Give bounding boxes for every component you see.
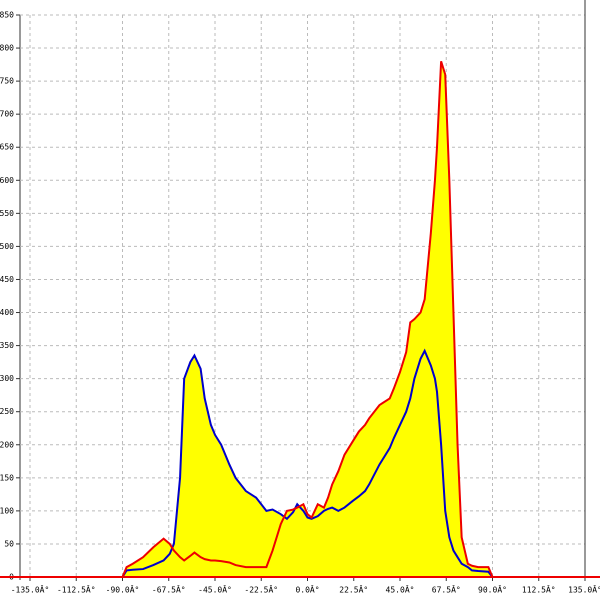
y-tick-label: 150 xyxy=(0,473,14,482)
y-tick-label: 650 xyxy=(0,143,14,152)
y-tick-label: 450 xyxy=(0,275,14,284)
x-tick-label: 67.5Â° xyxy=(432,584,461,595)
area xyxy=(122,61,493,578)
x-tick-label: -90.0Â° xyxy=(106,584,140,595)
x-tick-label: 45.0Â° xyxy=(386,584,415,595)
x-tick-label: 90.0Â° xyxy=(478,584,507,595)
x-tick-label: -67.5Â° xyxy=(152,584,186,595)
x-tick-label: 112.5Â° xyxy=(522,584,556,595)
y-tick-label: 600 xyxy=(0,176,14,185)
y-tick-label: 100 xyxy=(0,506,14,515)
x-tick-label: -135.0Â° xyxy=(11,584,50,595)
x-tick-label: 22.5Â° xyxy=(339,584,368,595)
y-tick-label: 700 xyxy=(0,110,14,119)
line xyxy=(121,348,494,578)
y-tick-label: 550 xyxy=(0,209,14,218)
x-tick-label: -45.0Â° xyxy=(198,584,232,595)
y-tick-label: 800 xyxy=(0,44,14,53)
y-tick-label: 250 xyxy=(0,407,14,416)
x-tick-label: -22.5Â° xyxy=(244,584,278,595)
y-tick-label: 350 xyxy=(0,341,14,350)
y-tick-label: 200 xyxy=(0,440,14,449)
y-tick-label: 500 xyxy=(0,242,14,251)
y-tick-label: 50 xyxy=(4,539,14,548)
line xyxy=(121,60,494,578)
y-tick-label: 400 xyxy=(0,308,14,317)
y-tick-label: 300 xyxy=(0,374,14,383)
y-tick-label: 850 xyxy=(0,11,14,20)
x-tick-label: 135.0Â° xyxy=(568,584,600,595)
x-tick-label: 0.0Â° xyxy=(295,584,319,595)
x-tick-label: -112.5Â° xyxy=(57,584,96,595)
y-tick-label: 750 xyxy=(0,77,14,86)
